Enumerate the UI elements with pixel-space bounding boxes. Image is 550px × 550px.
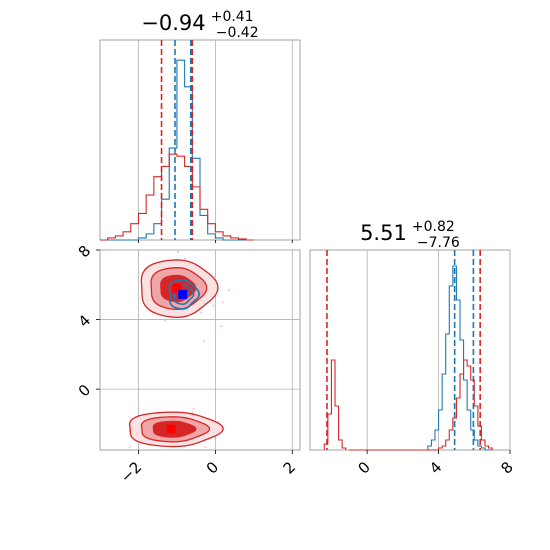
blue-contour (172, 284, 195, 305)
best-fit-marker (166, 424, 176, 434)
scatter-point (128, 446, 131, 449)
scatter-point (163, 319, 166, 322)
histogram-panel-x: −0.94 +0.41 −0.42 (99, 6, 301, 243)
x-tick-label: −2 (117, 458, 145, 486)
x-tick-label: 0 (354, 458, 373, 477)
contour-marks (128, 259, 224, 448)
blue-contour (168, 279, 200, 310)
scatter-point (191, 411, 194, 414)
title-plus: +0.41 (211, 9, 254, 25)
scatter-point (221, 301, 224, 304)
title-minus: −0.42 (216, 25, 259, 41)
best-fit-marker (172, 283, 182, 293)
panel-title-y: 5.51 +0.82 −7.76 (360, 216, 460, 251)
x-tick-label: 8 (497, 458, 516, 477)
scatter-point (204, 446, 207, 449)
title-value: −0.94 (141, 11, 205, 35)
axis-ticks: 0 4 8 (354, 450, 517, 478)
title-value: 5.51 (360, 221, 407, 245)
scatter-point (211, 304, 215, 307)
histogram-step-line (427, 359, 493, 451)
x-tick-label: 4 (426, 458, 445, 477)
contour-panel: −2 0 2 0 4 8 (75, 242, 301, 486)
histogram-panel-y: 0 4 8 5.51 +0.82 −7.76 (309, 216, 517, 478)
histogram-step-line (427, 265, 493, 451)
histogram-step-line (100, 153, 254, 241)
y-tick-label: 4 (75, 311, 94, 330)
title-minus: −7.76 (417, 235, 460, 251)
x-tick-label: 2 (280, 458, 299, 477)
histogram-step-line (100, 59, 254, 241)
panel-title-x: −0.94 +0.41 −0.42 (141, 6, 258, 41)
histogram-step-line (323, 359, 347, 450)
scatter-point (192, 407, 195, 410)
y-tick-label: 0 (75, 381, 94, 400)
scatter-point (227, 289, 230, 292)
scatter-point (183, 257, 187, 260)
histogram-marks (100, 40, 293, 243)
gridlines (138, 40, 293, 240)
scatter-point (176, 250, 180, 253)
scatter-point (199, 311, 202, 314)
panel-frame (99, 39, 301, 241)
best-fit-marker (178, 289, 188, 299)
title-plus: +0.82 (412, 219, 455, 235)
x-tick-label: 0 (203, 458, 222, 477)
scatter-point (220, 325, 223, 328)
scatter-point (202, 340, 205, 343)
y-tick-label: 8 (75, 242, 94, 261)
histogram-marks (323, 250, 493, 451)
